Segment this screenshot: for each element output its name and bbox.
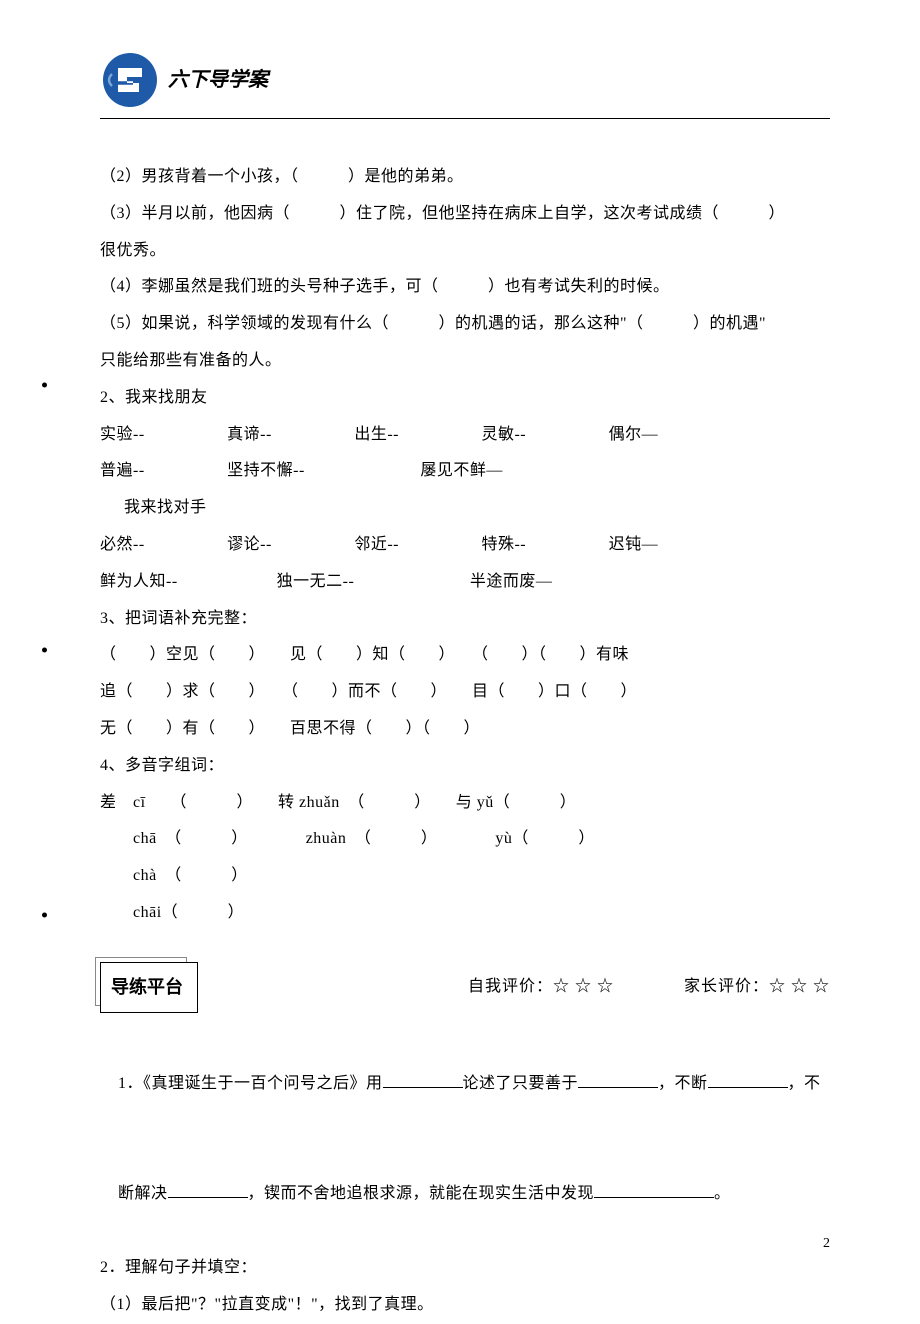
e1b-text: 断解决 [118,1185,168,1202]
binding-dots [42,383,47,918]
section3-row1: （ ）空见（ ） 见（ ）知（ ） （ ）（ ）有味 [100,637,830,674]
blank [708,1070,788,1088]
e1b-text: 。 [714,1185,731,1202]
section3-row3: 无（ ）有（ ） 百思不得（ ）（ ） [100,711,830,748]
blank [594,1181,714,1199]
question-2: （2）男孩背着一个小孩，（ ）是他的弟弟。 [100,159,830,196]
e1-text: ，不断 [658,1075,708,1092]
exercise-1b: 断解决 ，锲而不舍地追根求源，就能在现实生活中发现 。 [100,1140,830,1250]
platform-row: 导练平台 自我评价：☆ ☆ ☆ 家长评价：☆ ☆ ☆ [100,962,830,1013]
blank [578,1070,658,1088]
section3-title: 3、把词语补充完整： [100,601,830,638]
exercise-1: 1．《真理诞生于一百个问号之后》用 论述了只要善于 ，不断 ，不 [100,1029,830,1139]
self-eval: 自我评价：☆ ☆ ☆ [468,969,614,1006]
dot [42,648,47,653]
section4-row1: 差 cī （ ） 转 zhuǎn （ ） 与 yǔ（ ） [100,785,830,822]
e1-text: 1．《真理诞生于一百个问号之后》用 [118,1075,383,1092]
document-content: （2）男孩背着一个小孩，（ ）是他的弟弟。 （3）半月以前，他因病（ ）住了院，… [100,159,830,1324]
header-title: 六下导学案 [168,57,268,103]
exercise-2: 2．理解句子并填空： [100,1250,830,1287]
section4-row2: chā （ ） zhuàn （ ） yù（ ） [100,821,830,858]
question-4: （4）李娜虽然是我们班的头号种子选手，可（ ）也有考试失利的时候。 [100,269,830,306]
platform-label: 导练平台 [100,962,198,1013]
question-5b: 只能给那些有准备的人。 [100,343,830,380]
section4-title: 4、多音字组词： [100,748,830,785]
section2-subtitle: 我来找对手 [100,490,830,527]
section2-row1: 实验-- 真谛-- 出生-- 灵敏-- 偶尔— [100,417,830,454]
section3-row2: 追（ ）求（ ） （ ）而不（ ） 目（ ）口（ ） [100,674,830,711]
section4-row4: chāi（ ） [100,895,830,932]
exercise-2-1: （1）最后把"？"拉直变成"！"，找到了真理。 [100,1287,830,1324]
e1-text: ，不 [788,1075,821,1092]
section2-row2: 普遍-- 坚持不懈-- 屡见不鲜— [100,453,830,490]
section2-row4: 鲜为人知-- 独一无二-- 半途而废— [100,564,830,601]
e1-text: 论述了只要善于 [463,1075,579,1092]
dot [42,383,47,388]
page-header: 六下导学案 [100,50,830,110]
parent-eval: 家长评价：☆ ☆ ☆ [684,969,830,1006]
header-divider [100,118,830,119]
e1b-text: ，锲而不舍地追根求源，就能在现实生活中发现 [248,1185,595,1202]
logo-icon [100,50,160,110]
dot [42,913,47,918]
question-3b: 很优秀。 [100,233,830,270]
section2-row3: 必然-- 谬论-- 邻近-- 特殊-- 迟钝— [100,527,830,564]
page-number: 2 [823,1228,830,1260]
blank [168,1181,248,1199]
section2-title: 2、我来找朋友 [100,380,830,417]
section4-row3: chà （ ） [100,858,830,895]
question-3: （3）半月以前，他因病（ ）住了院，但他坚持在病床上自学，这次考试成绩（ ） [100,196,830,233]
blank [383,1070,463,1088]
question-5: （5）如果说，科学领域的发现有什么（ ）的机遇的话，那么这种"（ ）的机遇" [100,306,830,343]
